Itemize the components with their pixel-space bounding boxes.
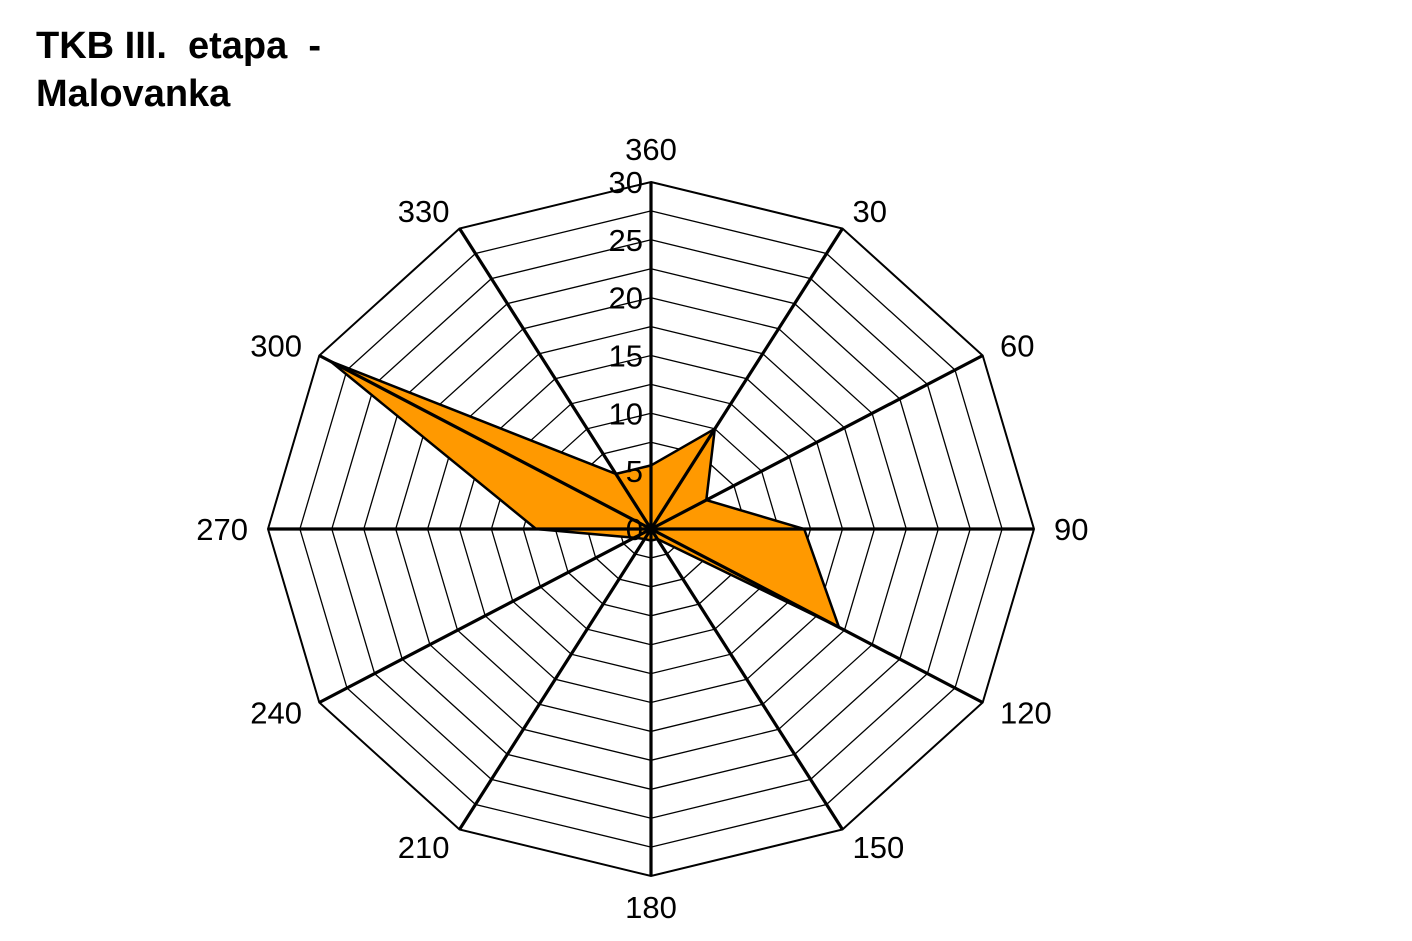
chart-title-line-2: Malovanka	[36, 73, 231, 115]
tick-label-r: 5	[626, 454, 643, 489]
category-label-150: 150	[853, 830, 905, 865]
category-label-30: 30	[853, 194, 887, 229]
tick-label-r: 30	[609, 165, 643, 200]
radar-spokes	[268, 182, 1034, 876]
category-label-90: 90	[1054, 512, 1088, 547]
category-label-270: 270	[196, 512, 248, 547]
category-label-300: 300	[250, 329, 302, 364]
spoke-210	[458, 528, 653, 831]
chart-title-line-1: TKB III. etapa -	[36, 25, 322, 67]
tick-label-r: 20	[609, 281, 643, 316]
chart-title: TKB III. etapa - Malovanka	[36, 22, 556, 118]
spoke-150	[649, 528, 844, 831]
spoke-240	[318, 527, 652, 704]
tick-label-r: 0	[626, 512, 643, 547]
category-label-120: 120	[1000, 696, 1052, 731]
category-label-330: 330	[398, 194, 450, 229]
category-label-210: 210	[398, 830, 450, 865]
radial-tick-labels: 0 5 10 15 20 25 30	[609, 165, 643, 547]
tick-label-r: 25	[609, 223, 643, 258]
category-label-60: 60	[1000, 329, 1034, 364]
spoke-300	[318, 354, 652, 531]
spoke-30	[649, 227, 844, 530]
tick-label-r: 10	[609, 396, 643, 431]
tick-label-r: 15	[609, 339, 643, 374]
spoke-120	[650, 527, 984, 704]
spoke-330	[458, 227, 653, 530]
category-label-180: 180	[625, 890, 677, 925]
category-label-360: 360	[625, 132, 677, 167]
spoke-60	[650, 354, 984, 531]
category-label-240: 240	[250, 696, 302, 731]
